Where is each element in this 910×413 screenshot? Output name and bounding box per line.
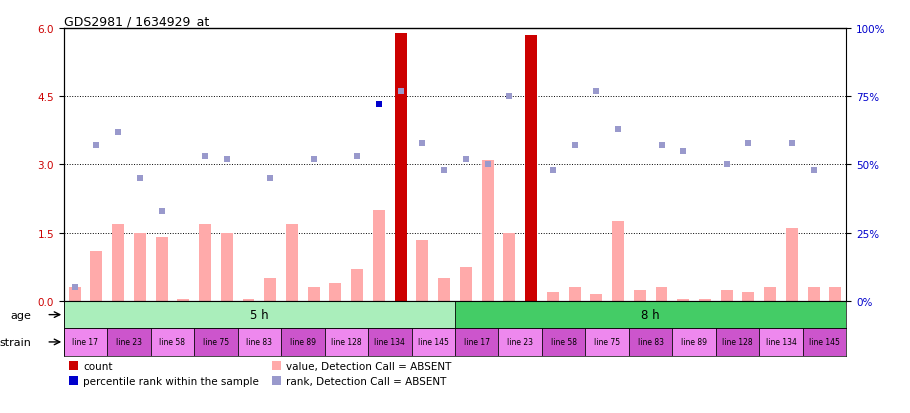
Bar: [395, 33, 407, 301]
Text: line 128: line 128: [723, 337, 753, 347]
Bar: [503, 233, 515, 301]
Text: line 75: line 75: [594, 337, 621, 347]
FancyBboxPatch shape: [759, 328, 803, 356]
FancyBboxPatch shape: [716, 328, 759, 356]
Bar: [677, 299, 689, 301]
Text: age: age: [10, 310, 31, 320]
FancyBboxPatch shape: [325, 328, 368, 356]
FancyBboxPatch shape: [64, 301, 455, 328]
FancyBboxPatch shape: [542, 328, 585, 356]
Text: line 89: line 89: [289, 337, 316, 347]
Bar: [721, 290, 733, 301]
FancyBboxPatch shape: [629, 328, 672, 356]
FancyBboxPatch shape: [64, 328, 107, 356]
Bar: [417, 240, 429, 301]
Bar: [308, 287, 319, 301]
Bar: [547, 292, 559, 301]
Bar: [460, 267, 472, 301]
Bar: [808, 287, 820, 301]
Bar: [373, 211, 385, 301]
FancyBboxPatch shape: [803, 328, 846, 356]
Text: 5 h: 5 h: [250, 309, 268, 321]
FancyBboxPatch shape: [455, 301, 846, 328]
FancyBboxPatch shape: [194, 328, 238, 356]
FancyBboxPatch shape: [672, 328, 716, 356]
Bar: [134, 233, 146, 301]
Bar: [786, 229, 798, 301]
Bar: [177, 299, 189, 301]
Bar: [264, 278, 277, 301]
FancyBboxPatch shape: [238, 328, 281, 356]
FancyBboxPatch shape: [107, 328, 151, 356]
Text: line 58: line 58: [551, 337, 577, 347]
Text: line 89: line 89: [681, 337, 707, 347]
Bar: [242, 299, 255, 301]
Text: line 75: line 75: [203, 337, 229, 347]
Bar: [612, 222, 624, 301]
Bar: [438, 278, 450, 301]
Legend: count, percentile rank within the sample, value, Detection Call = ABSENT, rank, : count, percentile rank within the sample…: [65, 357, 456, 390]
FancyBboxPatch shape: [368, 328, 411, 356]
Bar: [112, 224, 124, 301]
Bar: [743, 292, 754, 301]
FancyBboxPatch shape: [455, 328, 499, 356]
Text: strain: strain: [0, 337, 31, 347]
Text: line 134: line 134: [765, 337, 796, 347]
Text: line 134: line 134: [374, 337, 405, 347]
Bar: [829, 287, 842, 301]
Bar: [481, 161, 493, 301]
Text: line 17: line 17: [464, 337, 490, 347]
FancyBboxPatch shape: [585, 328, 629, 356]
Bar: [221, 233, 233, 301]
Bar: [569, 287, 581, 301]
Text: line 23: line 23: [507, 337, 533, 347]
Bar: [633, 290, 646, 301]
Bar: [591, 294, 602, 301]
Bar: [764, 287, 776, 301]
Bar: [286, 224, 298, 301]
Bar: [90, 252, 102, 301]
Bar: [351, 269, 363, 301]
Text: line 145: line 145: [418, 337, 449, 347]
Text: line 128: line 128: [331, 337, 361, 347]
Text: line 17: line 17: [73, 337, 98, 347]
Text: line 23: line 23: [116, 337, 142, 347]
Bar: [525, 36, 537, 301]
Text: line 83: line 83: [638, 337, 663, 347]
Bar: [329, 283, 341, 301]
Text: 8 h: 8 h: [642, 309, 660, 321]
FancyBboxPatch shape: [281, 328, 325, 356]
Bar: [156, 238, 167, 301]
Text: GDS2981 / 1634929_at: GDS2981 / 1634929_at: [64, 15, 209, 28]
Bar: [655, 287, 668, 301]
Text: line 83: line 83: [247, 337, 272, 347]
FancyBboxPatch shape: [499, 328, 542, 356]
Bar: [699, 299, 711, 301]
Text: line 58: line 58: [159, 337, 186, 347]
Bar: [68, 287, 81, 301]
FancyBboxPatch shape: [151, 328, 194, 356]
FancyBboxPatch shape: [411, 328, 455, 356]
Bar: [199, 224, 211, 301]
Text: line 145: line 145: [809, 337, 840, 347]
